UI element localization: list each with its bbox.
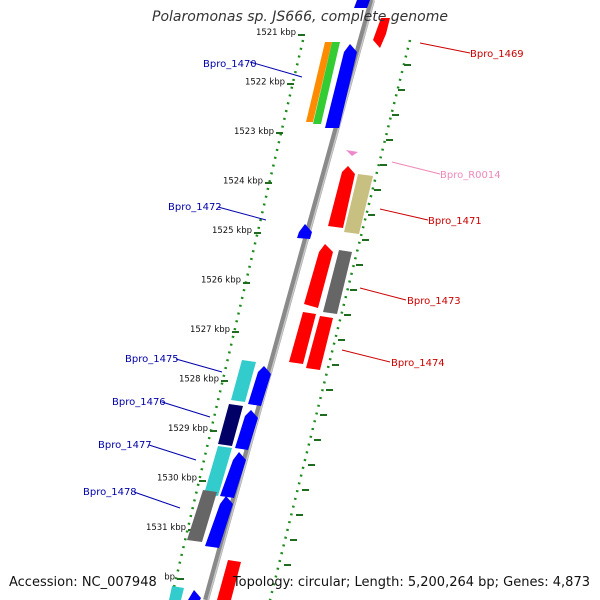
gene-bpro-1478-grey[interactable]: [187, 490, 217, 542]
tick-label: 1524 kbp: [223, 177, 263, 187]
gene-bpro-1474-red-2[interactable]: [306, 316, 333, 370]
tick-label: 1522 kbp: [245, 78, 285, 88]
gene-bpro-1470-blue[interactable]: [325, 44, 357, 128]
gene-bpro-1476-navy[interactable]: [218, 404, 243, 446]
label-connectors: [133, 42, 471, 509]
tick-label: 1531 kbp: [146, 523, 186, 533]
gene-bpro-1470-orange[interactable]: [306, 42, 332, 122]
tick-label: 1528 kbp: [179, 375, 219, 385]
gene-labels: Bpro_1469 Bpro_1470 Bpro_R0014 Bpro_1471…: [83, 49, 524, 498]
gene-bpro-1470-green[interactable]: [313, 42, 340, 124]
tick-label: 1523 kbp: [234, 127, 274, 137]
gene-bpro-1474-red-1[interactable]: [289, 312, 316, 364]
tick-label: 1527 kbp: [190, 325, 230, 335]
label-bpro-1476[interactable]: Bpro_1476: [112, 397, 166, 408]
gene-bottom-blue[interactable]: [188, 590, 201, 600]
gene-bpro-1478-blue[interactable]: [205, 496, 233, 548]
label-bpro-1478[interactable]: Bpro_1478: [83, 487, 137, 498]
tick-label: 1529 kbp: [168, 424, 208, 434]
tick-label: bp: [164, 573, 175, 583]
genes: [169, 0, 390, 600]
right-dotted-track: [268, 39, 412, 600]
gene-bpro-1471-red[interactable]: [328, 166, 355, 228]
label-bpro-1469[interactable]: Bpro_1469: [470, 49, 524, 60]
gene-bpro-1473-red[interactable]: [304, 244, 333, 308]
topology-text: Topology: circular; Length: 5,200,264 bp…: [232, 575, 590, 590]
tick-labels: 1521 kbp 1522 kbp 1523 kbp 1524 kbp 1525 kbp…: [146, 28, 296, 583]
accession-text: Accession: NC_007948: [9, 575, 157, 590]
label-bpro-1471[interactable]: Bpro_1471: [428, 216, 482, 227]
label-bpro-r0014[interactable]: Bpro_R0014: [440, 170, 501, 181]
label-bpro-1477[interactable]: Bpro_1477: [98, 440, 152, 451]
label-bpro-1470[interactable]: Bpro_1470: [203, 59, 257, 70]
label-bpro-1473[interactable]: Bpro_1473: [407, 296, 461, 307]
gene-bpro-1475-cyan[interactable]: [231, 360, 256, 402]
label-bpro-1474[interactable]: Bpro_1474: [391, 358, 445, 369]
gene-bpro-1471-khaki[interactable]: [344, 174, 373, 234]
map-title: Polaromonas sp. JS666, complete genome: [152, 9, 448, 25]
label-bpro-1475[interactable]: Bpro_1475: [125, 354, 179, 365]
tick-label: 1521 kbp: [256, 28, 296, 38]
gene-top-partial[interactable]: [354, 0, 370, 8]
tick-label: 1525 kbp: [212, 226, 252, 236]
gene-bpro-1477-blue[interactable]: [220, 452, 246, 498]
label-bpro-1472[interactable]: Bpro_1472: [168, 202, 222, 213]
gene-bpro-1476-blue[interactable]: [235, 410, 258, 450]
gene-bpro-1475-blue[interactable]: [248, 366, 271, 406]
gene-bpro-1477-cyan[interactable]: [204, 446, 232, 496]
left-track-ticks: [177, 34, 305, 580]
gene-bpro-1472[interactable]: [297, 224, 312, 239]
right-track-ticks: [284, 64, 411, 566]
gene-bottom-cyan[interactable]: [169, 586, 184, 600]
tick-label: 1526 kbp: [201, 276, 241, 286]
gene-bottom-red[interactable]: [217, 560, 241, 600]
gene-bpro-1469[interactable]: [373, 18, 390, 48]
tick-label: 1530 kbp: [157, 474, 197, 484]
gene-bpro-1473-grey[interactable]: [323, 250, 352, 314]
gene-bpro-r0014[interactable]: [346, 150, 358, 156]
